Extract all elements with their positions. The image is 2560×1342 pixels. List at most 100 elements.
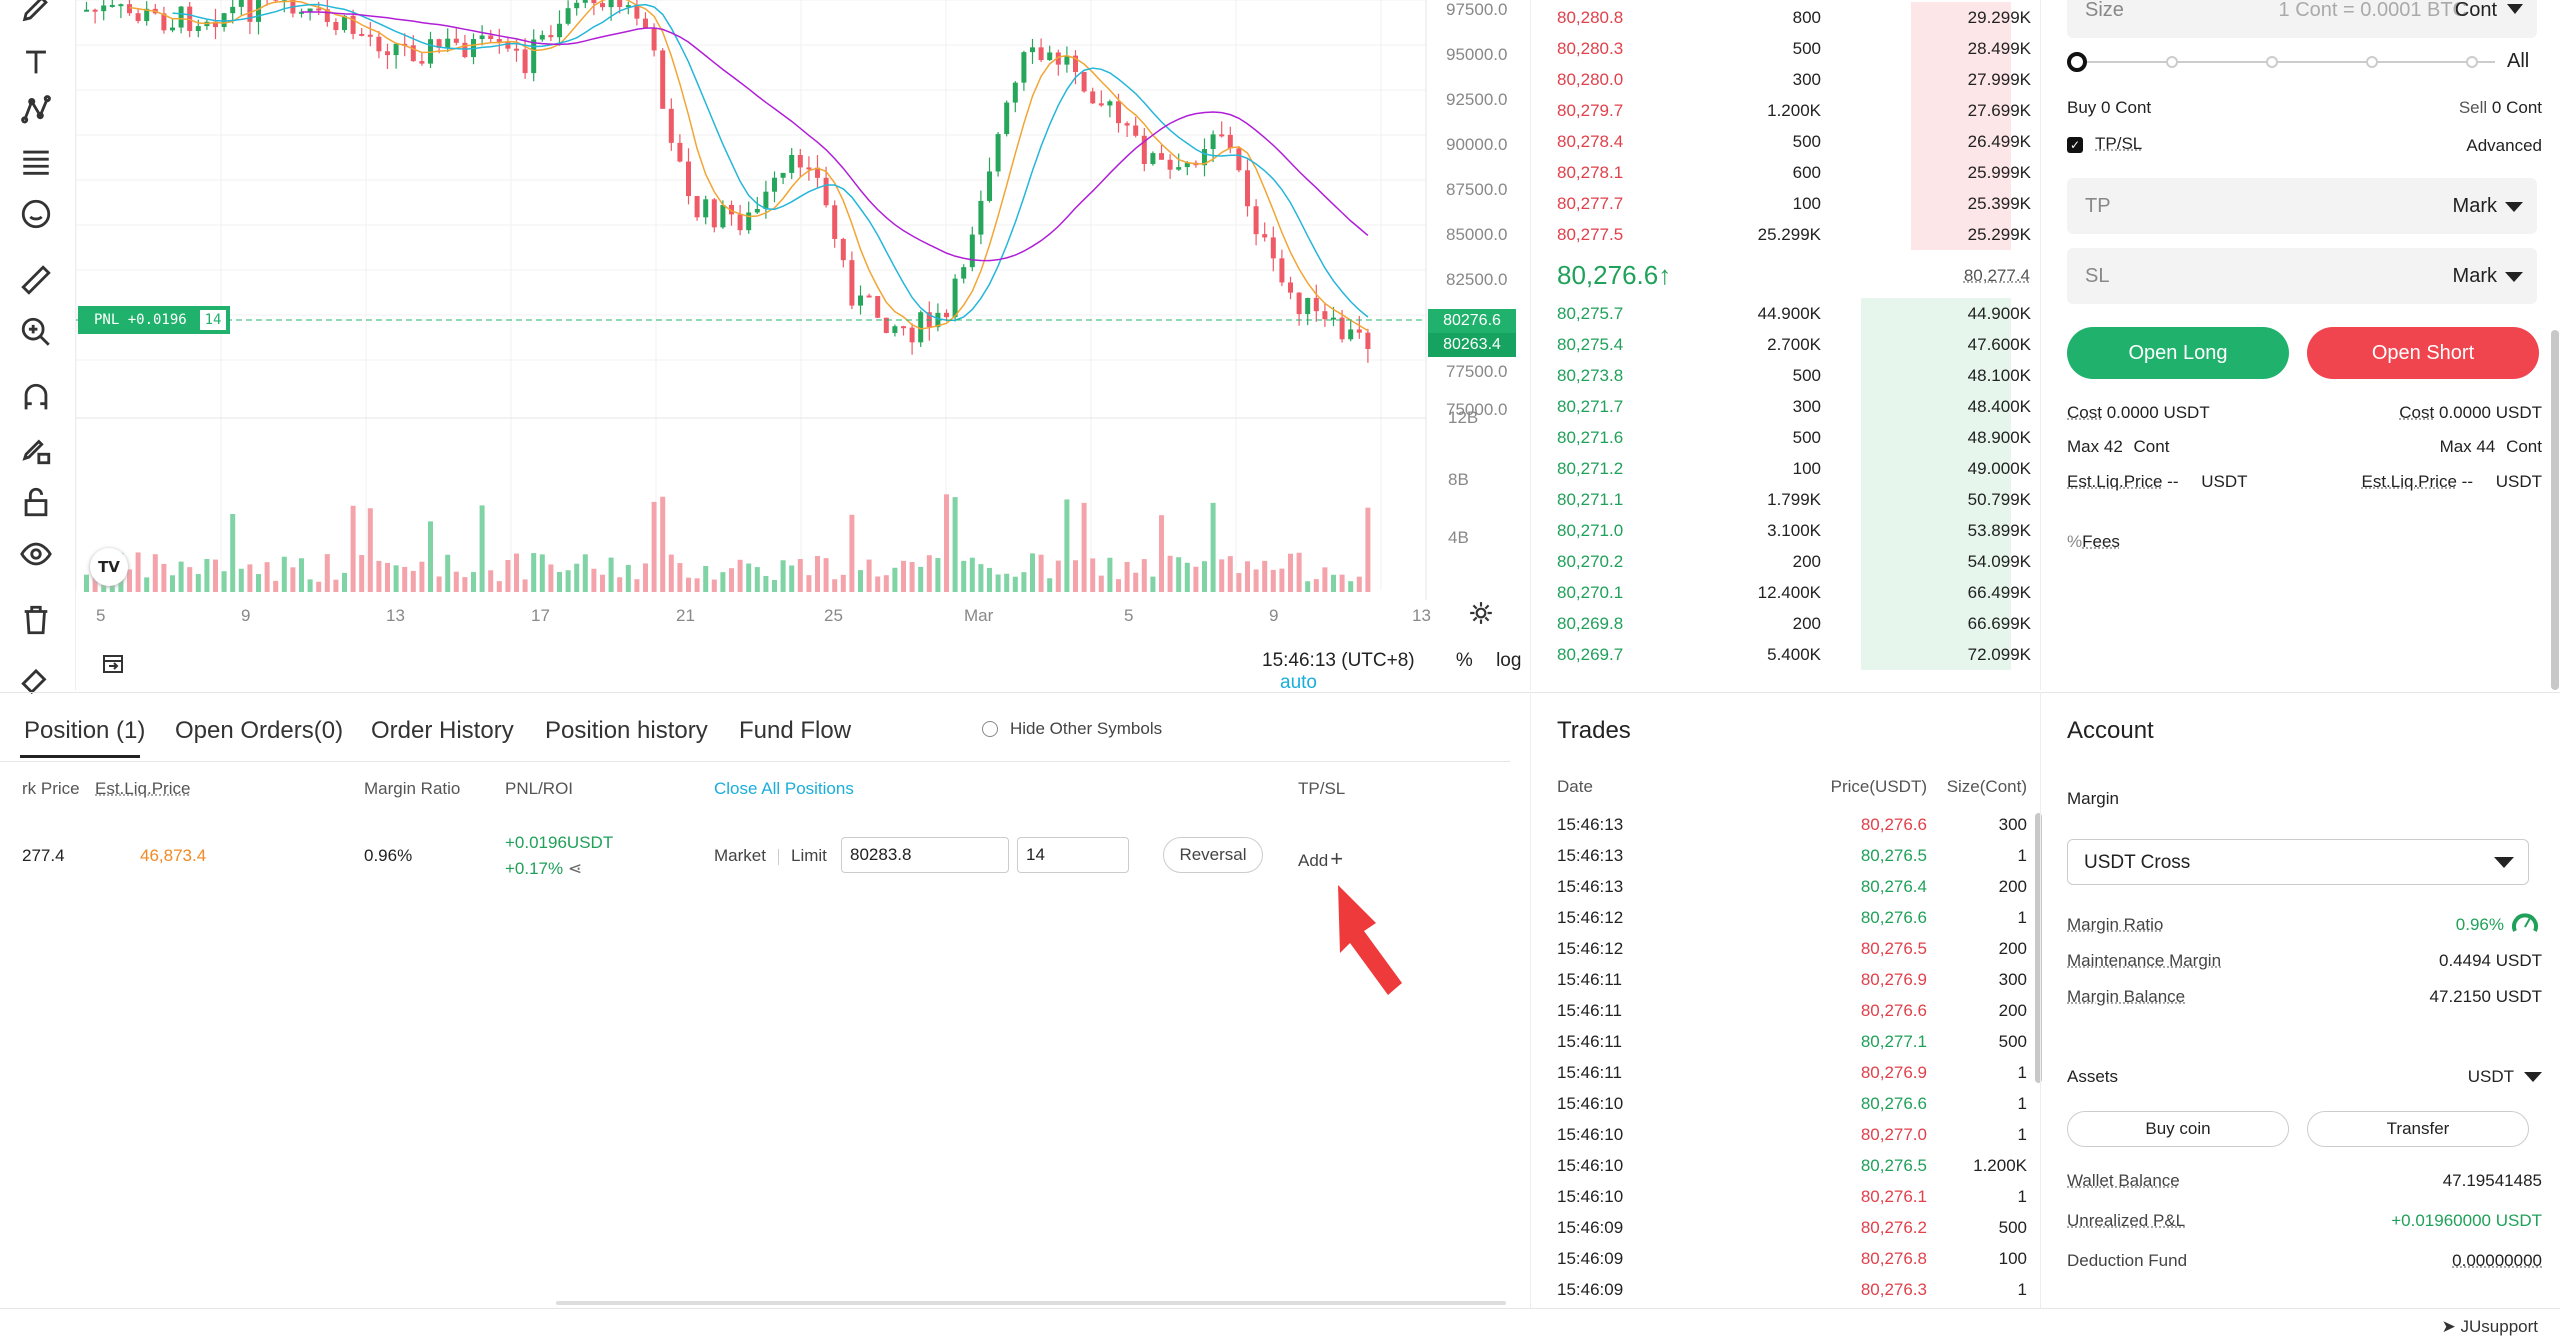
ask-row[interactable]: 80,280.8 800 29.299K: [1531, 2, 2031, 33]
tp-mark-select[interactable]: Mark: [2452, 195, 2497, 217]
fees-link[interactable]: Fees: [2082, 532, 2120, 551]
buy-coin-button[interactable]: Buy coin: [2067, 1111, 2289, 1147]
share-icon[interactable]: ⋖: [567, 859, 583, 878]
bid-row[interactable]: 80,270.2 200 54.099K: [1531, 546, 2031, 577]
sl-input[interactable]: SL Mark: [2067, 248, 2537, 304]
trash-icon[interactable]: [18, 602, 54, 638]
candle-body: [600, 3, 605, 8]
market-close-link[interactable]: Market: [714, 846, 766, 865]
transfer-button[interactable]: Transfer: [2307, 1111, 2529, 1147]
tradingview-logo[interactable]: TV: [90, 548, 128, 586]
volume-bar: [711, 579, 717, 592]
slider-handle[interactable]: [2067, 52, 2087, 72]
bid-row[interactable]: 80,275.4 2.700K 47.600K: [1531, 329, 2031, 360]
unrealized-pnl-label[interactable]: Unrealized P&L: [2067, 1211, 2186, 1230]
chevron-down-icon[interactable]: [2505, 272, 2523, 282]
all-button[interactable]: All: [2507, 50, 2530, 72]
bid-row[interactable]: 80,270.1 12.400K 66.499K: [1531, 577, 2031, 608]
ruler-icon[interactable]: [18, 262, 54, 298]
bid-row[interactable]: 80,271.7 300 48.400K: [1531, 391, 2031, 422]
pen-icon[interactable]: [18, 0, 54, 26]
slider-step[interactable]: [2466, 56, 2478, 68]
size-slider[interactable]: [2075, 61, 2495, 63]
size-input[interactable]: Size 1 Cont = 0.0001 BTC Cont: [2067, 0, 2537, 38]
auto-toggle[interactable]: auto: [1280, 672, 1317, 693]
chevron-down-icon[interactable]: [2507, 4, 2523, 14]
chevron-down-icon[interactable]: [2524, 1072, 2542, 1082]
reversal-button[interactable]: Reversal: [1163, 837, 1263, 873]
bid-row[interactable]: 80,269.7 5.400K 72.099K: [1531, 639, 2031, 670]
text-icon[interactable]: [18, 44, 54, 80]
candlestick-chart[interactable]: [76, 0, 1528, 690]
ask-row[interactable]: 80,278.1 600 25.999K: [1531, 157, 2031, 188]
tpsl-label[interactable]: TP/SL: [2095, 134, 2143, 153]
slider-step[interactable]: [2166, 56, 2178, 68]
tab-position[interactable]: Position (1): [24, 717, 146, 744]
lock-pencil-icon[interactable]: [18, 432, 54, 468]
zoom-in-icon[interactable]: [18, 314, 54, 350]
tab-order-history[interactable]: Order History: [371, 717, 514, 744]
scrollbar[interactable]: [2035, 813, 2042, 1083]
margin-mode-select[interactable]: USDT Cross: [2067, 839, 2529, 885]
slider-step[interactable]: [2366, 56, 2378, 68]
tab-position-history[interactable]: Position history: [545, 717, 708, 744]
lock-icon[interactable]: [18, 484, 54, 520]
magnet-icon[interactable]: [18, 380, 54, 416]
hide-other-symbols-label[interactable]: Hide Other Symbols: [1010, 719, 1163, 738]
order-price: 80,271.1: [1557, 490, 1624, 509]
tab-open-orders[interactable]: Open Orders(0): [175, 717, 344, 744]
assets-unit-select[interactable]: USDT: [2467, 1067, 2514, 1086]
close-qty-input[interactable]: 14: [1017, 837, 1129, 873]
bid-row[interactable]: 80,271.6 500 48.900K: [1531, 422, 2031, 453]
tpsl-checkbox[interactable]: ✓: [2067, 137, 2083, 153]
close-all-positions-link[interactable]: Close All Positions: [714, 779, 854, 798]
tab-fund-flow[interactable]: Fund Flow: [739, 717, 852, 744]
ask-row[interactable]: 80,280.0 300 27.999K: [1531, 64, 2031, 95]
slider-step[interactable]: [2266, 56, 2278, 68]
fib-icon[interactable]: [18, 144, 54, 180]
volume-bar: [600, 574, 605, 592]
open-short-button[interactable]: Open Short: [2307, 327, 2539, 379]
mark-price[interactable]: 80,277.4: [1963, 266, 2030, 285]
add-tpsl-button[interactable]: Add+: [1298, 846, 1343, 872]
emoji-icon[interactable]: [18, 196, 54, 232]
candle-body: [1210, 134, 1216, 150]
limit-price-input[interactable]: 80283.8: [841, 837, 1009, 873]
volume-bar: [754, 567, 760, 592]
bid-row[interactable]: 80,271.2 100 49.000K: [1531, 453, 2031, 484]
ask-row[interactable]: 80,277.7 100 25.399K: [1531, 188, 2031, 219]
tp-input[interactable]: TP Mark: [2067, 178, 2537, 234]
advanced-link[interactable]: Advanced: [2466, 136, 2542, 155]
ask-row[interactable]: 80,278.4 500 26.499K: [1531, 126, 2031, 157]
bid-row[interactable]: 80,275.7 44.900K 44.900K: [1531, 298, 2031, 329]
log-toggle[interactable]: log: [1496, 650, 1522, 671]
margin-balance-label[interactable]: Margin Balance: [2067, 987, 2186, 1006]
deduction-fund-value[interactable]: 0.00000000: [2452, 1251, 2542, 1270]
ask-row[interactable]: 80,280.3 500 28.499K: [1531, 33, 2031, 64]
chevron-down-icon[interactable]: [2505, 202, 2523, 212]
header-pnl-roi: PNL/ROI: [505, 779, 574, 798]
percent-toggle[interactable]: %: [1455, 650, 1473, 671]
eraser-icon[interactable]: [18, 660, 54, 696]
bid-row[interactable]: 80,271.1 1.799K 50.799K: [1531, 484, 2031, 515]
pattern-icon[interactable]: [18, 92, 54, 128]
hide-symbols-radio[interactable]: [982, 721, 998, 737]
trade-row: 15:46:09 80,276.3 1: [1557, 1274, 2027, 1305]
ask-row[interactable]: 80,279.7 1.200K 27.699K: [1531, 95, 2031, 126]
eye-icon[interactable]: [18, 536, 54, 572]
open-long-button[interactable]: Open Long: [2067, 327, 2289, 379]
bid-row[interactable]: 80,271.0 3.100K 53.899K: [1531, 515, 2031, 546]
margin-ratio-label[interactable]: Margin Ratio: [2067, 915, 2164, 934]
support-link[interactable]: ➤ JUsupport: [2442, 1317, 2538, 1337]
scrollbar[interactable]: [2551, 330, 2559, 690]
horizontal-scrollbar[interactable]: [556, 1301, 1506, 1305]
bid-row[interactable]: 80,269.8 200 66.699K: [1531, 608, 2031, 639]
wallet-balance-label[interactable]: Wallet Balance: [2067, 1171, 2180, 1190]
maintenance-margin-label[interactable]: Maintenance Margin: [2067, 951, 2222, 970]
size-unit[interactable]: Cont: [2454, 0, 2497, 21]
bid-row[interactable]: 80,273.8 500 48.100K: [1531, 360, 2031, 391]
sl-mark-select[interactable]: Mark: [2452, 265, 2497, 287]
price-chart[interactable]: 97500.0 95000.0 92500.0 90000.0 87500.0 85000…: [76, 0, 1528, 693]
ask-row[interactable]: 80,277.5 25.299K 25.299K: [1531, 219, 2031, 250]
trade-row: 15:46:11 80,276.6 200: [1557, 995, 2027, 1026]
